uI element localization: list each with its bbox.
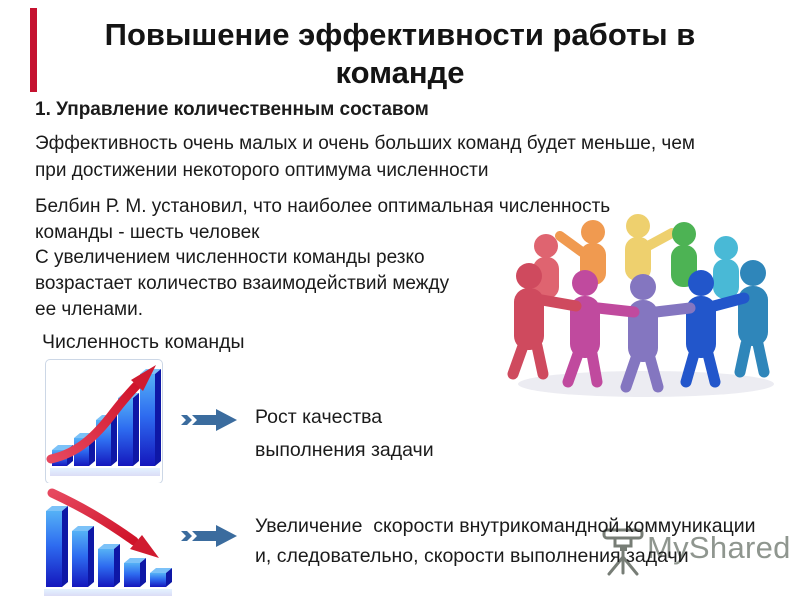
projector-screen-icon xyxy=(602,526,644,583)
paragraph-effectiveness: Эффективность очень малых и очень больши… xyxy=(35,133,695,181)
section-heading: 1. Управление количественным составом xyxy=(35,99,429,120)
rising-bar-chart-icon xyxy=(45,359,163,484)
falling-bar-chart-icon xyxy=(38,483,178,600)
watermark: MyShared xyxy=(602,526,791,583)
paragraph-belbin: Белбин Р. М. установил, что наиболее опт… xyxy=(35,196,611,243)
striped-right-arrow-icon xyxy=(180,406,238,434)
slide-title: Повышение эффективности работы в команде xyxy=(104,17,696,90)
outcome-speed: Увеличение скорости внутрикомандной комм… xyxy=(255,515,756,567)
team-size-label: Численность команды xyxy=(42,331,245,353)
outcome-quality: Рост качества выполнения задачи xyxy=(255,406,434,461)
team-circle-figures-image xyxy=(498,206,783,406)
watermark-label: MyShared xyxy=(647,530,791,565)
paragraph-interactions: С увеличением численности команды резко … xyxy=(35,247,450,320)
red-accent-bar xyxy=(30,8,37,92)
striped-right-arrow-icon xyxy=(180,522,238,550)
